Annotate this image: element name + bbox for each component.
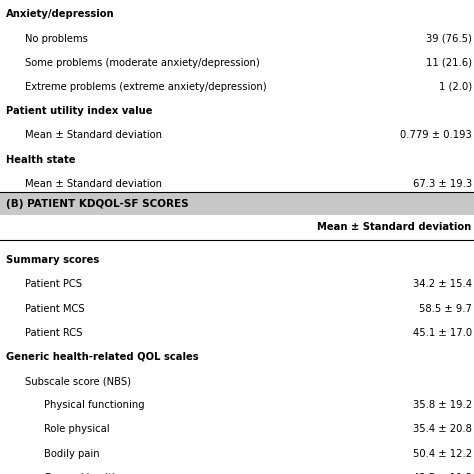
Text: Health state: Health state — [6, 155, 75, 164]
Text: Bodily pain: Bodily pain — [44, 448, 99, 458]
Text: 35.8 ± 19.2: 35.8 ± 19.2 — [412, 400, 472, 410]
Text: (B) PATIENT KDQOL-SF SCORES: (B) PATIENT KDQOL-SF SCORES — [6, 199, 188, 209]
Text: Anxiety/depression: Anxiety/depression — [6, 9, 114, 19]
Text: Patient RCS: Patient RCS — [25, 328, 82, 337]
Text: General health: General health — [44, 473, 118, 474]
Text: Extreme problems (extreme anxiety/depression): Extreme problems (extreme anxiety/depres… — [25, 82, 266, 92]
Text: Patient MCS: Patient MCS — [25, 303, 84, 313]
Text: 67.3 ± 19.3: 67.3 ± 19.3 — [412, 179, 472, 189]
Text: Some problems (moderate anxiety/depression): Some problems (moderate anxiety/depressi… — [25, 58, 259, 68]
Text: 58.5 ± 9.7: 58.5 ± 9.7 — [419, 303, 472, 313]
Text: 34.2 ± 15.4: 34.2 ± 15.4 — [413, 279, 472, 289]
Text: 50.4 ± 12.2: 50.4 ± 12.2 — [412, 448, 472, 458]
Text: 45.1 ± 17.0: 45.1 ± 17.0 — [412, 328, 472, 337]
Text: Generic health-related QOL scales: Generic health-related QOL scales — [6, 352, 198, 362]
Text: Mean ± Standard deviation: Mean ± Standard deviation — [25, 179, 162, 189]
Text: Patient PCS: Patient PCS — [25, 279, 82, 289]
Text: Patient utility index value: Patient utility index value — [6, 106, 152, 116]
Text: 39 (76.5): 39 (76.5) — [426, 34, 472, 44]
Text: Physical functioning: Physical functioning — [44, 400, 144, 410]
Text: Summary scores: Summary scores — [6, 255, 99, 265]
Text: 11 (21.6): 11 (21.6) — [426, 58, 472, 68]
Text: No problems: No problems — [25, 34, 88, 44]
Bar — [0, 192, 474, 215]
Text: Mean ± Standard deviation: Mean ± Standard deviation — [318, 222, 472, 232]
Text: Mean ± Standard deviation: Mean ± Standard deviation — [25, 130, 162, 140]
Text: Subscale score (NBS): Subscale score (NBS) — [25, 376, 131, 386]
Text: 43.5 ± 11.3: 43.5 ± 11.3 — [413, 473, 472, 474]
Text: 35.4 ± 20.8: 35.4 ± 20.8 — [413, 424, 472, 434]
Text: Role physical: Role physical — [44, 424, 109, 434]
Text: 1 (2.0): 1 (2.0) — [438, 82, 472, 92]
Text: 0.779 ± 0.193: 0.779 ± 0.193 — [400, 130, 472, 140]
